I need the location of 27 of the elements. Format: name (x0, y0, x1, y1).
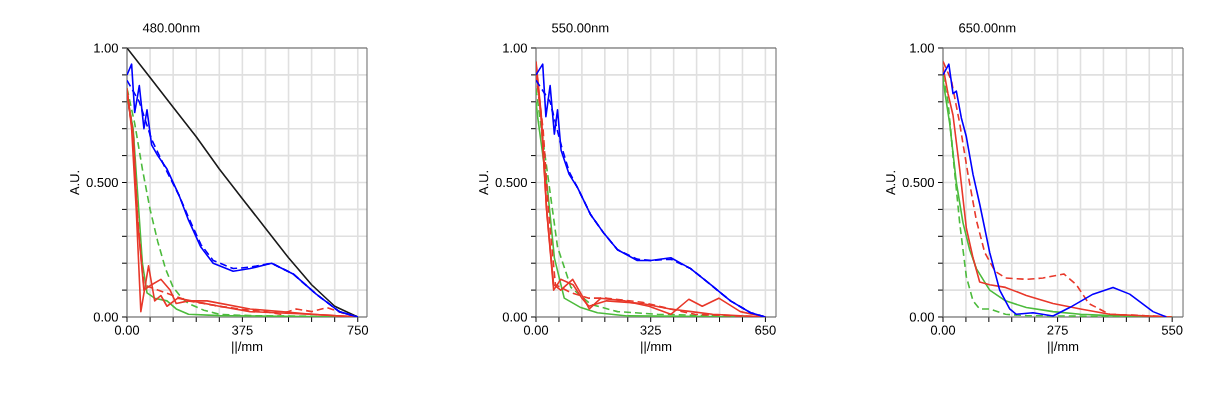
x-tick-label: 275 (1047, 325, 1068, 335)
chart-title: 480.00nm (142, 23, 200, 33)
y-tick-label: 0.00 (502, 312, 527, 322)
chart-title: 650.00nm (959, 23, 1016, 33)
y-axis-title: A.U. (886, 171, 896, 196)
x-tick-label: 0.00 (114, 325, 140, 335)
x-tick-label: 0.00 (523, 325, 549, 335)
y-tick-label: 1.00 (94, 43, 118, 53)
x-axis-title: ||/mm (232, 341, 263, 354)
y-tick-label: 0.00 (909, 312, 934, 322)
x-axis-title: ||/mm (641, 341, 672, 354)
x-tick-label: 325 (640, 325, 661, 335)
y-tick-label: 0.500 (86, 177, 118, 188)
x-axis-title: ||/mm (1048, 341, 1079, 354)
y-axis-title: A.U. (479, 171, 489, 196)
y-tick-label: 0.500 (495, 177, 527, 188)
y-tick-label: 0.00 (93, 312, 118, 322)
x-tick-label: 0.00 (930, 325, 956, 335)
x-tick-label: 375 (232, 325, 253, 335)
chart-title: 550.00nm (552, 23, 609, 33)
y-tick-label: 0.500 (902, 177, 934, 188)
y-tick-label: 1.00 (910, 43, 934, 53)
x-tick-label: 650 (755, 325, 776, 335)
y-axis-title: A.U. (70, 171, 80, 196)
y-tick-label: 1.00 (503, 43, 527, 53)
x-tick-label: 550 (1161, 325, 1183, 335)
x-tick-label: 750 (347, 325, 369, 335)
